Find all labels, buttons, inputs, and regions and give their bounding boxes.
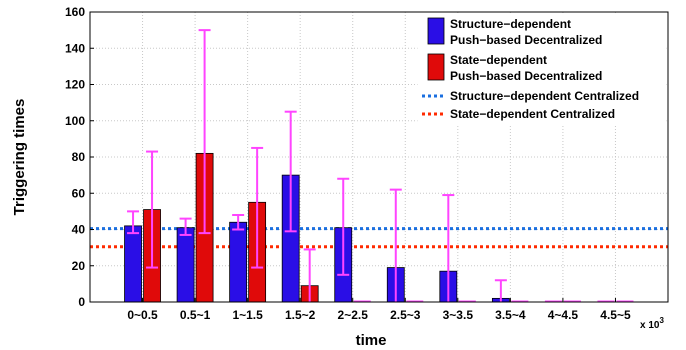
y-tick-label: 80 <box>72 150 86 164</box>
y-tick-label: 60 <box>72 186 86 200</box>
x-axis-label: time <box>356 332 387 349</box>
bar <box>176 227 195 303</box>
bar <box>124 225 142 303</box>
legend-label: Structure−dependent Centralized <box>450 89 639 103</box>
x-tick-label: 0.5~1 <box>180 308 211 322</box>
y-tick-label: 160 <box>65 5 85 19</box>
legend-box <box>417 13 667 125</box>
legend-label: Structure−dependent <box>450 17 571 31</box>
x-multiplier: x 103 <box>640 316 664 331</box>
x-tick-label: 4~4.5 <box>548 308 579 322</box>
x-tick-label: 1~1.5 <box>232 308 263 322</box>
legend-swatch <box>427 17 445 45</box>
legend-label: State−dependent <box>450 53 547 67</box>
x-tick-label: 0~0.5 <box>127 308 158 322</box>
legend-swatch <box>427 53 445 81</box>
legend-label: Push−based Decentralized <box>450 33 602 47</box>
x-multiplier-exponent: 3 <box>659 316 664 325</box>
x-tick-label: 4.5~5 <box>600 308 631 322</box>
x-axis-ticks: 0~0.5 0.5~1 1~1.5 1.5~2 2~2.5 2.5~3 3~3.5 3.5~4… <box>127 298 631 322</box>
x-multiplier-base: x 10 <box>640 320 660 331</box>
x-tick-label: 3.5~4 <box>495 308 526 322</box>
y-axis-label: Triggering times <box>11 99 28 216</box>
x-tick-label: 1.5~2 <box>285 308 316 322</box>
y-tick-label: 20 <box>72 259 86 273</box>
y-axis-ticks: 0 20 40 60 80 100 120 140 160 <box>65 5 94 309</box>
legend-label: Push−based Decentralized <box>450 69 602 83</box>
y-tick-label: 100 <box>65 114 85 128</box>
y-tick-label: 40 <box>72 223 86 237</box>
y-tick-label: 0 <box>78 295 85 309</box>
y-tick-label: 140 <box>65 41 85 55</box>
x-tick-label: 2.5~3 <box>390 308 421 322</box>
x-tick-label: 2~2.5 <box>338 308 369 322</box>
legend: Structure−dependent Push−based Decentrali… <box>417 13 667 125</box>
x-tick-label: 3~3.5 <box>443 308 474 322</box>
error-bars <box>127 29 507 302</box>
legend-label: State−dependent Centralized <box>450 107 615 121</box>
y-tick-label: 120 <box>65 78 85 92</box>
bar <box>229 221 248 303</box>
